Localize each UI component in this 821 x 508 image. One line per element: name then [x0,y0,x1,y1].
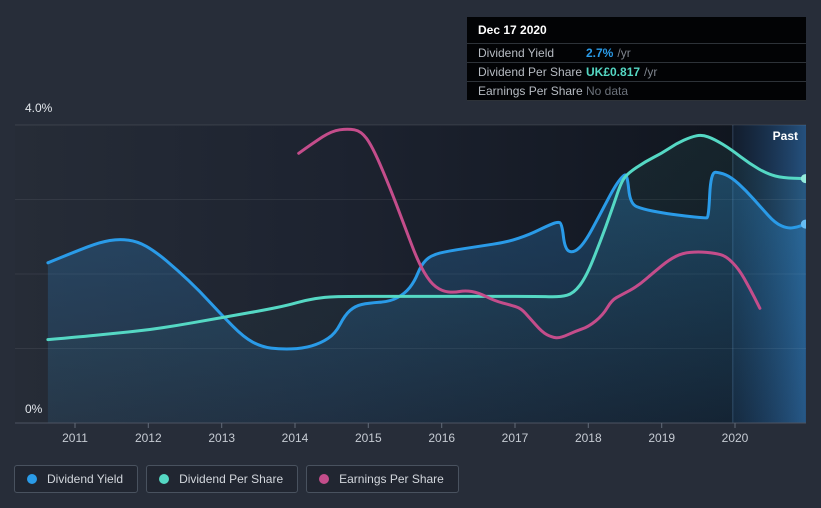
series-end-dot-0 [800,219,806,229]
tooltip-date: Dec 17 2020 [478,23,547,37]
series-color-dot-icon [159,474,170,484]
tooltip-label: Earnings Per Share [478,84,583,98]
legend-item-dividend-per-share[interactable]: Dividend Per Share [146,465,299,493]
tooltip-value: No data [586,84,629,98]
tooltip-row-earnings-per-share: Earnings Per Share No data [467,81,806,100]
legend-label: Dividend Per Share [179,472,284,486]
tooltip-value: 2.7% [586,46,614,60]
legend-label: Dividend Yield [47,472,124,486]
date-tooltip: Dec 17 2020 Dividend Yield 2.7% /yr Divi… [467,17,806,101]
series-line-2 [297,127,762,340]
x-tick-label: 2017 [502,431,529,445]
x-tick-label: 2019 [648,431,675,445]
series-line-0 [46,170,806,351]
x-tick-label: 2012 [135,431,162,445]
legend-item-earnings-per-share[interactable]: Earnings Per Share [306,465,459,493]
tooltip-unit: /yr [617,46,631,60]
x-tick-label: 2013 [208,431,235,445]
tooltip-label: Dividend Per Share [478,65,583,79]
x-tick-label: 2015 [355,431,382,445]
x-tick-label: 2011 [62,431,88,445]
y-axis-min-label: 0% [25,402,43,416]
x-tick-label: 2020 [722,431,749,445]
tooltip-label: Dividend Yield [478,46,555,60]
series-color-dot-icon [27,474,37,484]
series-area-1 [47,135,806,423]
tooltip-unit: /yr [644,65,658,79]
tooltip-value: UK£0.817 [586,65,641,79]
y-axis-max-label: 4.0% [25,101,53,115]
legend-label: Earnings Per Share [339,472,444,486]
tooltip-row-dividend-per-share: Dividend Per Share UK£0.817 /yr [467,62,806,81]
chart-legend: Dividend Yield Dividend Per Share Earnin… [14,465,459,493]
series-line-1 [46,133,806,342]
x-tick-label: 2016 [428,431,455,445]
legend-item-dividend-yield[interactable]: Dividend Yield [14,465,139,493]
series-color-dot-icon [319,474,330,484]
tooltip-row-dividend-yield: Dividend Yield 2.7% /yr [467,43,806,62]
past-region-label: Past [772,129,798,143]
series-end-dot-1 [800,174,806,184]
x-tick-label: 2014 [282,431,309,445]
x-tick-label: 2018 [575,431,602,445]
